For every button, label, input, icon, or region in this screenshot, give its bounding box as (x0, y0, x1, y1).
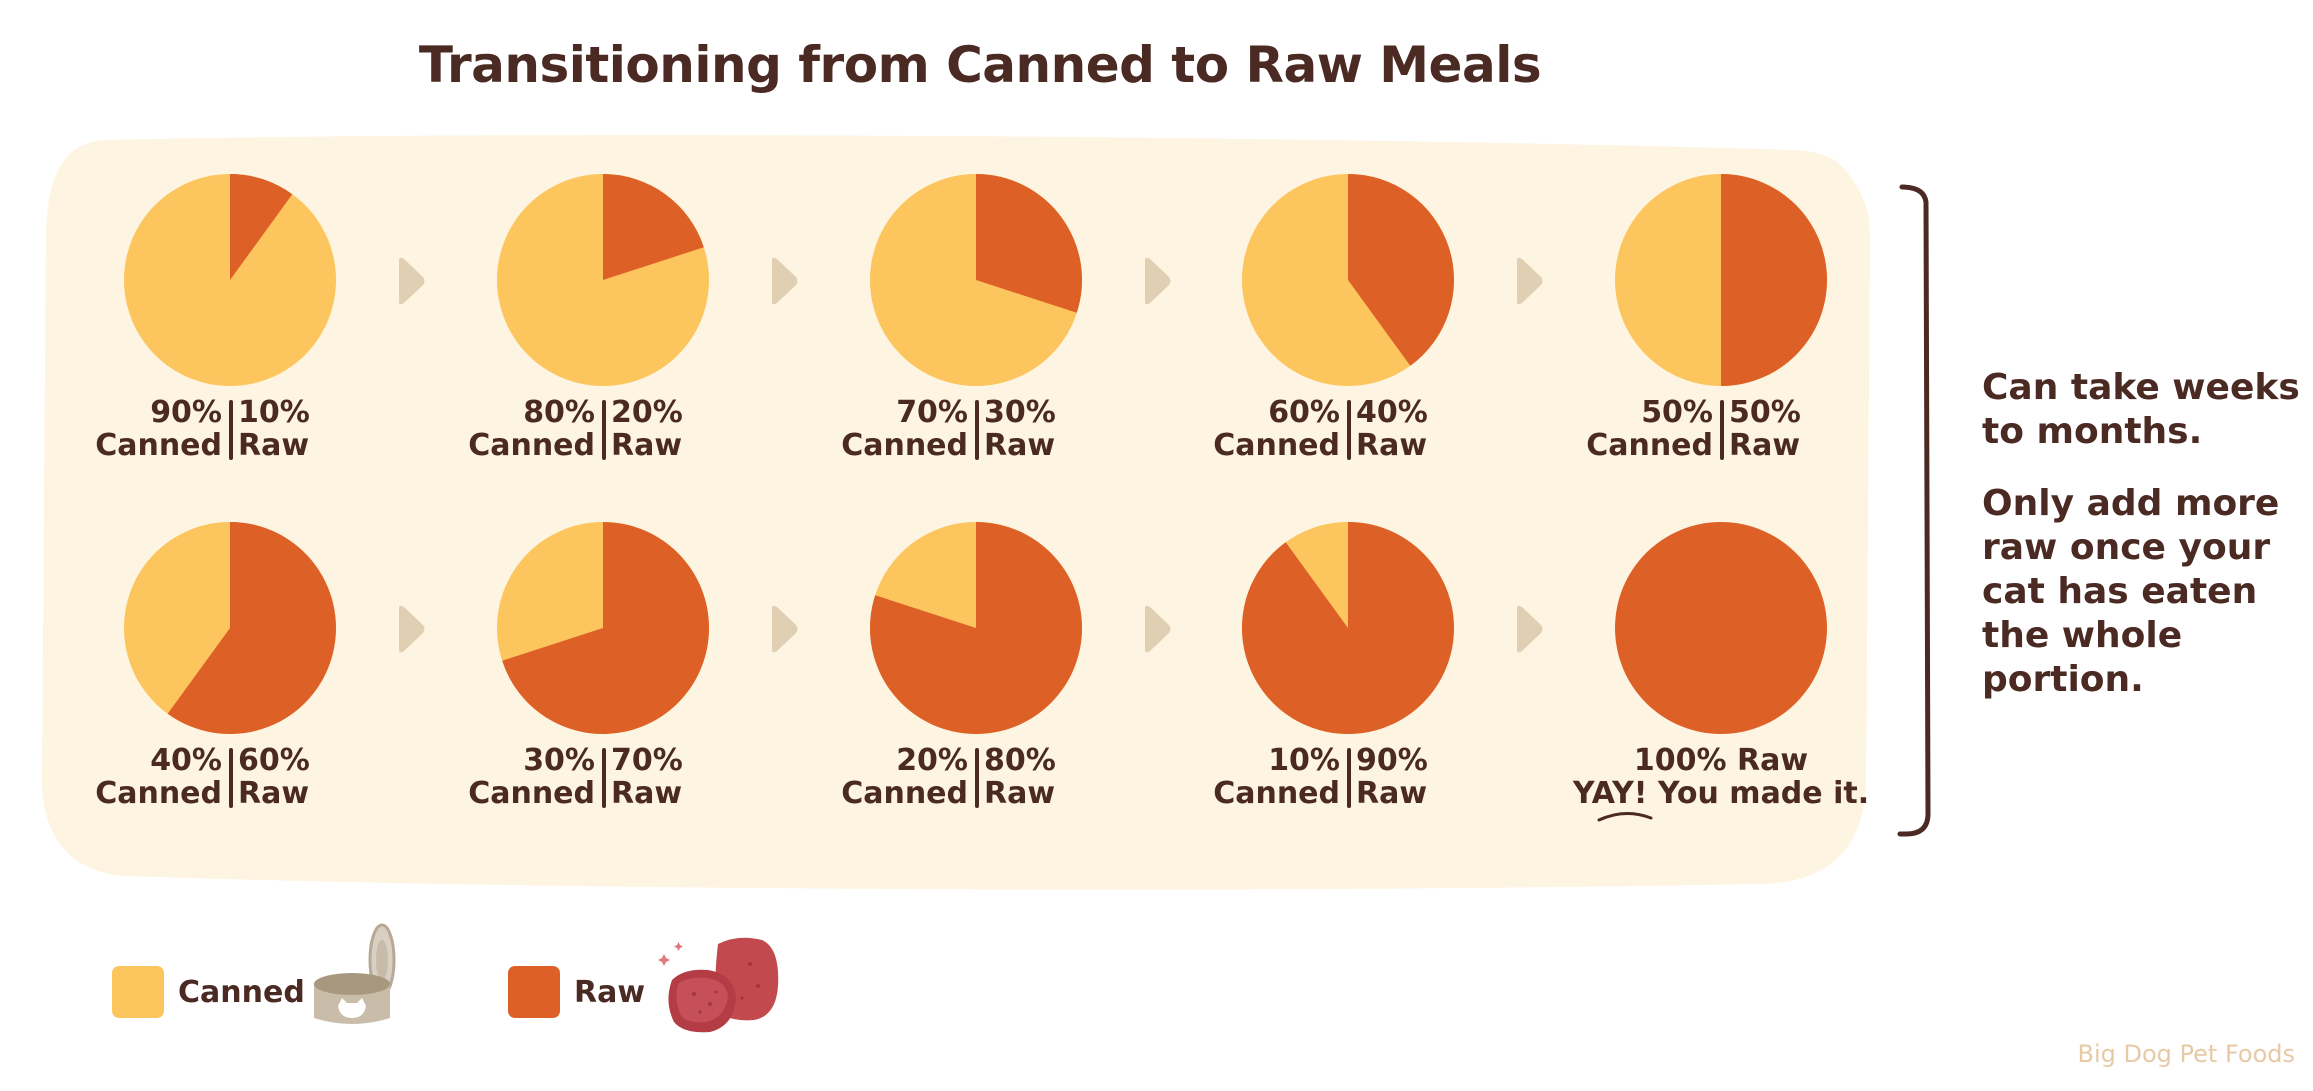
canned-share-label: 40% Canned (95, 743, 222, 811)
next-stage-arrow-icon (1517, 605, 1543, 653)
raw-share-label: 70% Raw (611, 743, 683, 811)
pie-slice-raw (870, 522, 1083, 734)
raw-share-label: 10% Raw (238, 395, 310, 463)
stage-6: 40% Canned 60% Raw (80, 522, 380, 872)
stage-7: 30% Canned 70% Raw (453, 522, 753, 872)
stage-4: 60% Canned 40% Raw (1198, 174, 1498, 524)
canned-share-label: 10% Canned (1213, 743, 1340, 811)
brand-credit: Big Dog Pet Foods (2077, 1040, 2296, 1068)
next-stage-arrow-icon (1145, 605, 1171, 653)
pie-slice-raw (167, 522, 336, 734)
next-stage-arrow-icon (1145, 257, 1171, 305)
stage-10-pie (1615, 522, 1827, 734)
legend-raw-label: Raw (574, 975, 646, 1010)
stage-3: 70% Canned 30% Raw (826, 174, 1126, 524)
label-divider (1720, 400, 1724, 460)
pie-slice-raw (603, 174, 704, 280)
next-stage-arrow-icon (399, 257, 425, 305)
next-stage-arrow-icon (772, 257, 798, 305)
canned-share-label: 20% Canned (841, 743, 968, 811)
legend-raw-swatch (508, 966, 560, 1018)
pie-slice-raw (1721, 174, 1827, 386)
raw-meat-patties-icon (658, 937, 779, 1033)
side-note: Can take weeks to months. Only add more … (1982, 366, 2302, 730)
timeline-bracket (1897, 184, 1931, 837)
pie-slice-raw (1615, 522, 1827, 734)
canned-share-label: 90% Canned (95, 395, 222, 463)
stage-10: 100% Raw YAY! You made it. (1571, 522, 1871, 872)
raw-share-label: 80% Raw (984, 743, 1056, 811)
label-divider (602, 400, 606, 460)
stage-6-pie (124, 522, 336, 734)
stage-8: 20% Canned 80% Raw (826, 522, 1126, 872)
next-stage-arrow-icon (1517, 257, 1543, 305)
smile-underline (1597, 812, 1653, 822)
stage-5: 50% Canned 50% Raw (1571, 174, 1871, 524)
chart-title: Transitioning from Canned to Raw Meals (418, 36, 1542, 94)
stage-9: 10% Canned 90% Raw (1198, 522, 1498, 872)
final-stage-label: 100% Raw YAY! You made it. (1571, 743, 1871, 822)
next-stage-arrow-icon (399, 605, 425, 653)
stage-8-pie (870, 522, 1083, 734)
pie-slice-raw (230, 174, 293, 280)
raw-share-label: 40% Raw (1356, 395, 1428, 463)
label-divider (229, 748, 233, 808)
label-divider (1347, 400, 1351, 460)
raw-share-label: 30% Raw (984, 395, 1056, 463)
legend-canned-swatch (112, 966, 164, 1018)
raw-share-label: 90% Raw (1356, 743, 1428, 811)
pie-slice-raw (1241, 522, 1454, 734)
stage-4-pie (1242, 174, 1455, 386)
final-stage-title: 100% Raw (1633, 743, 1809, 778)
canned-share-label: 70% Canned (841, 395, 968, 463)
label-divider (975, 400, 979, 460)
stage-1-pie (124, 174, 336, 386)
stage-2-pie (497, 174, 709, 386)
pie-slice-raw (976, 174, 1082, 313)
cat-food-can-icon (314, 923, 396, 1024)
stage-2: 80% Canned 20% Raw (453, 174, 753, 524)
next-stage-arrow-icon (772, 605, 798, 653)
canned-share-label: 80% Canned (468, 395, 595, 463)
stage-7-pie (497, 522, 710, 734)
label-divider (602, 748, 606, 808)
stage-5-pie (1615, 174, 1827, 386)
raw-share-label: 50% Raw (1729, 395, 1801, 463)
label-divider (229, 400, 233, 460)
final-stage-message: YAY! You made it. (1572, 776, 1870, 811)
label-divider (975, 748, 979, 808)
side-note-duration: Can take weeks to months. (1982, 367, 2300, 452)
stage-9-pie (1241, 522, 1454, 734)
stage-1: 90% Canned 10% Raw (80, 174, 380, 524)
raw-share-label: 60% Raw (238, 743, 310, 811)
legend-canned-label: Canned (178, 975, 305, 1010)
canned-share-label: 50% Canned (1586, 395, 1713, 463)
side-note-advice: Only add more raw once your cat has eate… (1982, 483, 2280, 700)
label-divider (1347, 748, 1351, 808)
canned-share-label: 60% Canned (1213, 395, 1340, 463)
raw-share-label: 20% Raw (611, 395, 683, 463)
stage-3-pie (870, 174, 1082, 386)
pie-slice-raw (502, 522, 710, 734)
pie-slice-raw (1348, 174, 1455, 366)
canned-share-label: 30% Canned (468, 743, 595, 811)
